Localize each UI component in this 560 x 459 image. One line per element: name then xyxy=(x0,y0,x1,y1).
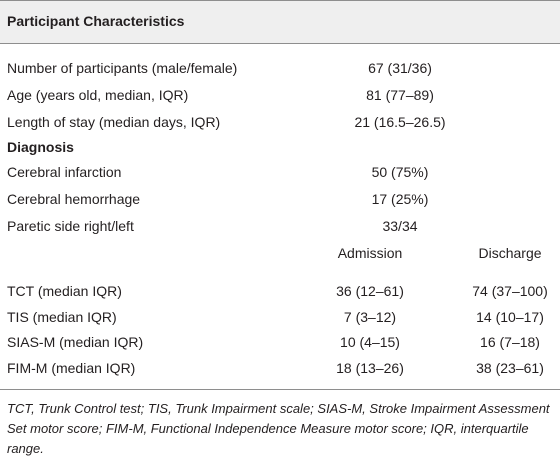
table-footnote: TCT, Trunk Control test; TIS, Trunk Impa… xyxy=(7,401,550,456)
row-tct-admission: 36 (12–61) xyxy=(336,283,404,299)
row-paretic-side-label: Paretic side right/left xyxy=(7,218,134,234)
row-tis-discharge: 14 (10–17) xyxy=(476,309,544,325)
row-tis-label: TIS (median IQR) xyxy=(7,309,117,325)
row-fim-m-label: FIM-M (median IQR) xyxy=(7,360,136,376)
row-cerebral-hemorrhage-label: Cerebral hemorrhage xyxy=(7,191,141,207)
col-header-discharge: Discharge xyxy=(478,245,542,261)
col-header-admission: Admission xyxy=(337,245,403,261)
diagnosis-heading: Diagnosis xyxy=(7,139,74,155)
row-fim-m-discharge: 38 (23–61) xyxy=(476,360,544,376)
row-age-value: 81 (77–89) xyxy=(366,87,434,103)
table-header-rule xyxy=(0,43,560,44)
table-top-rule xyxy=(0,0,560,1)
row-cerebral-infarction-value: 50 (75%) xyxy=(371,164,429,180)
row-tct-discharge: 74 (37–100) xyxy=(472,283,548,299)
row-participants-label: Number of participants (male/female) xyxy=(7,60,238,76)
row-sias-m-label: SIAS-M (median IQR) xyxy=(7,334,144,350)
row-cerebral-infarction-label: Cerebral infarction xyxy=(7,164,122,180)
row-sias-m-admission: 10 (4–15) xyxy=(340,334,400,350)
table-title: Participant Characteristics xyxy=(7,13,185,29)
row-cerebral-hemorrhage-value: 17 (25%) xyxy=(371,191,429,207)
table-header-band xyxy=(0,0,560,43)
row-length-of-stay-label: Length of stay (median days, IQR) xyxy=(7,114,221,130)
row-sias-m-discharge: 16 (7–18) xyxy=(480,334,540,350)
table-bottom-rule xyxy=(0,389,560,390)
row-paretic-side-value: 33/34 xyxy=(382,218,418,234)
row-age-label: Age (years old, median, IQR) xyxy=(7,87,189,103)
row-tct-label: TCT (median IQR) xyxy=(7,283,122,299)
row-participants-value: 67 (31/36) xyxy=(368,60,432,76)
row-fim-m-admission: 18 (13–26) xyxy=(336,360,404,376)
row-length-of-stay-value: 21 (16.5–26.5) xyxy=(354,114,446,130)
row-tis-admission: 7 (3–12) xyxy=(343,309,397,325)
